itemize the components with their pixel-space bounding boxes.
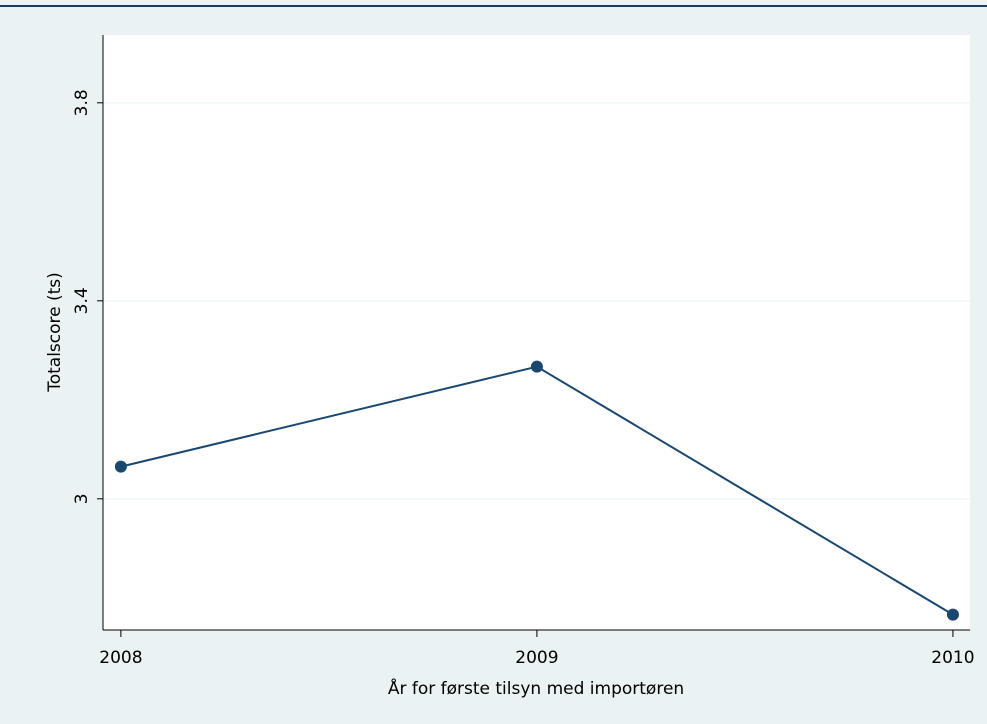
y-tick-label: 3 — [72, 493, 92, 504]
marker — [530, 360, 543, 373]
x-tick-label: 2010 — [931, 648, 974, 668]
y-tick-label: 3.8 — [72, 89, 92, 116]
x-axis-label: År for første tilsyn med importøren — [388, 677, 684, 699]
marker — [946, 608, 959, 621]
y-tick-label: 3.4 — [72, 287, 92, 314]
x-tick-label: 2009 — [515, 648, 558, 668]
x-tick-label: 2008 — [99, 648, 142, 668]
plot-area — [103, 35, 970, 630]
y-axis-label: Totalscore (ts) — [45, 272, 65, 393]
marker — [114, 460, 127, 473]
